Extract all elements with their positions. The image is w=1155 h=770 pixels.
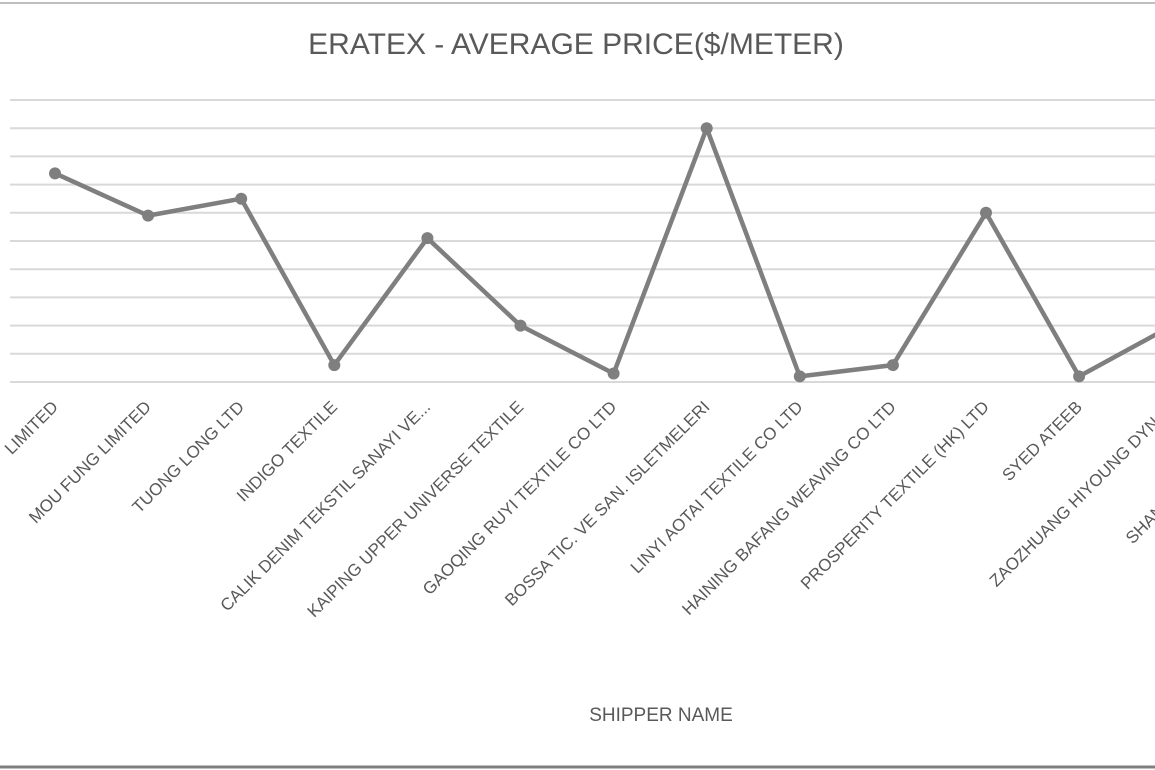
point: [514, 319, 527, 332]
point: [421, 232, 434, 245]
chart-title: ERATEX - AVERAGE PRICE($/METER): [308, 28, 844, 61]
point: [235, 192, 248, 205]
point: [1073, 370, 1086, 383]
point: [607, 367, 620, 380]
x-axis-title: SHIPPER NAME: [589, 705, 733, 726]
point: [886, 359, 899, 372]
point: [700, 122, 713, 135]
point: [980, 206, 992, 219]
point: [49, 167, 61, 180]
point: [142, 209, 155, 222]
point: [328, 359, 341, 372]
point: [793, 370, 806, 383]
